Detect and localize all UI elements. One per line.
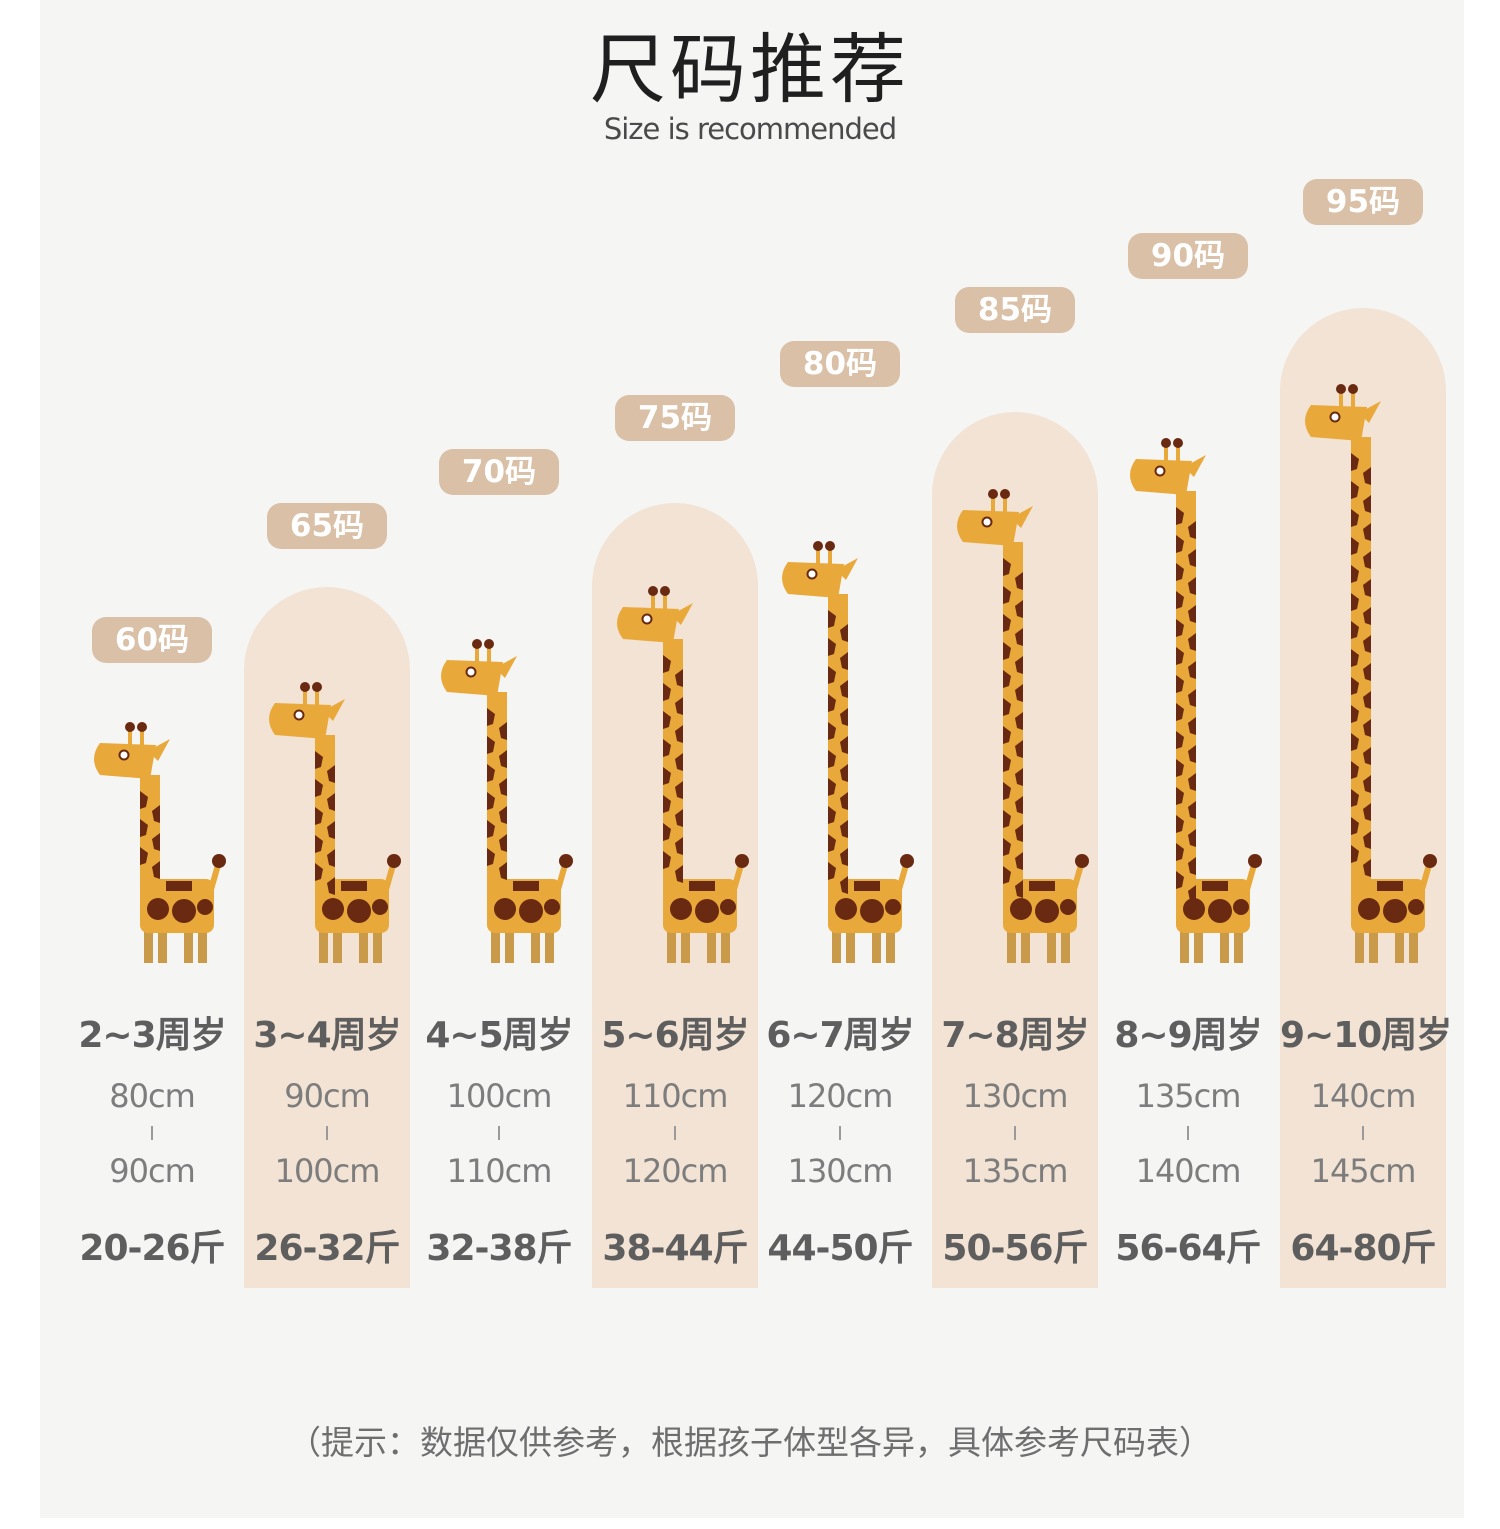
range-separator bbox=[326, 1126, 328, 1140]
size-column: 65码 3~4周岁 90cm 100cm 26-32斤 bbox=[244, 0, 410, 1529]
height-min-label: 130cm bbox=[962, 1077, 1069, 1115]
page-title: 尺码推荐 bbox=[590, 25, 910, 114]
weight-label: 38-44斤 bbox=[602, 1228, 748, 1269]
footer-note: （提示：数据仅供参考，根据孩子体型各异，具体参考尺码表） bbox=[288, 1423, 1212, 1462]
height-min-label: 80cm bbox=[109, 1077, 195, 1115]
size-column: 95码 9~10周岁 140cm 145cm 64-80斤 bbox=[1280, 0, 1452, 1529]
size-column: 85码 7~8周岁 130cm 135cm 50-56斤 bbox=[932, 0, 1098, 1529]
height-min-label: 120cm bbox=[787, 1077, 894, 1115]
range-separator bbox=[1362, 1126, 1364, 1140]
giraffe-icon bbox=[269, 682, 401, 963]
giraffe-icon bbox=[94, 722, 226, 963]
height-min-label: 110cm bbox=[622, 1077, 729, 1115]
height-max-label: 135cm bbox=[962, 1152, 1069, 1190]
giraffe-icon bbox=[617, 586, 749, 963]
weight-label: 44-50斤 bbox=[767, 1228, 913, 1269]
range-separator bbox=[674, 1126, 676, 1140]
height-min-label: 140cm bbox=[1310, 1077, 1417, 1115]
size-badge: 85码 bbox=[955, 287, 1075, 333]
weight-label: 32-38斤 bbox=[426, 1228, 572, 1269]
height-min-label: 100cm bbox=[446, 1077, 553, 1115]
giraffe-icon bbox=[1130, 438, 1262, 963]
range-separator bbox=[1014, 1126, 1016, 1140]
age-label: 9~10周岁 bbox=[1280, 1015, 1452, 1056]
weight-label: 26-32斤 bbox=[254, 1228, 400, 1269]
height-max-label: 120cm bbox=[622, 1152, 729, 1190]
range-separator bbox=[839, 1126, 841, 1140]
weight-label: 50-56斤 bbox=[942, 1228, 1088, 1269]
giraffe-icon bbox=[1305, 384, 1437, 963]
age-label: 8~9周岁 bbox=[1114, 1015, 1262, 1056]
weight-label: 64-80斤 bbox=[1290, 1228, 1436, 1269]
height-min-label: 90cm bbox=[284, 1077, 370, 1115]
size-column: 60码 2~3周岁 80cm 90cm 20-26斤 bbox=[69, 0, 235, 1529]
range-separator bbox=[1187, 1126, 1189, 1140]
size-column: 70码 4~5周岁 100cm 110cm 32-38斤 bbox=[416, 0, 582, 1529]
age-label: 2~3周岁 bbox=[78, 1015, 226, 1056]
height-max-label: 90cm bbox=[109, 1152, 195, 1190]
range-separator bbox=[151, 1126, 153, 1140]
size-badge: 95码 bbox=[1303, 179, 1423, 225]
size-column: 90码 8~9周岁 135cm 140cm 56-64斤 bbox=[1105, 0, 1271, 1529]
weight-label: 20-26斤 bbox=[79, 1228, 225, 1269]
weight-label: 56-64斤 bbox=[1115, 1228, 1261, 1269]
age-label: 3~4周岁 bbox=[253, 1015, 401, 1056]
size-badge: 75码 bbox=[615, 395, 735, 441]
age-label: 6~7周岁 bbox=[766, 1015, 914, 1056]
size-badge: 80码 bbox=[780, 341, 900, 387]
height-max-label: 100cm bbox=[274, 1152, 381, 1190]
height-max-label: 110cm bbox=[446, 1152, 553, 1190]
giraffe-icon bbox=[957, 489, 1089, 963]
age-label: 4~5周岁 bbox=[425, 1015, 573, 1056]
range-separator bbox=[498, 1126, 500, 1140]
age-label: 5~6周岁 bbox=[601, 1015, 749, 1056]
size-badge: 65码 bbox=[267, 503, 387, 549]
giraffe-icon bbox=[782, 541, 914, 963]
giraffe-icon bbox=[441, 639, 573, 963]
size-column: 75码 5~6周岁 110cm 120cm 38-44斤 bbox=[592, 0, 758, 1529]
height-max-label: 130cm bbox=[787, 1152, 894, 1190]
size-column: 80码 6~7周岁 120cm 130cm 44-50斤 bbox=[757, 0, 923, 1529]
age-label: 7~8周岁 bbox=[941, 1015, 1089, 1056]
size-badge: 60码 bbox=[92, 617, 212, 663]
height-min-label: 135cm bbox=[1135, 1077, 1242, 1115]
size-badge: 70码 bbox=[439, 449, 559, 495]
page-subtitle: Size is recommended bbox=[603, 112, 897, 146]
size-badge: 90码 bbox=[1128, 233, 1248, 279]
height-max-label: 140cm bbox=[1135, 1152, 1242, 1190]
height-max-label: 145cm bbox=[1310, 1152, 1417, 1190]
